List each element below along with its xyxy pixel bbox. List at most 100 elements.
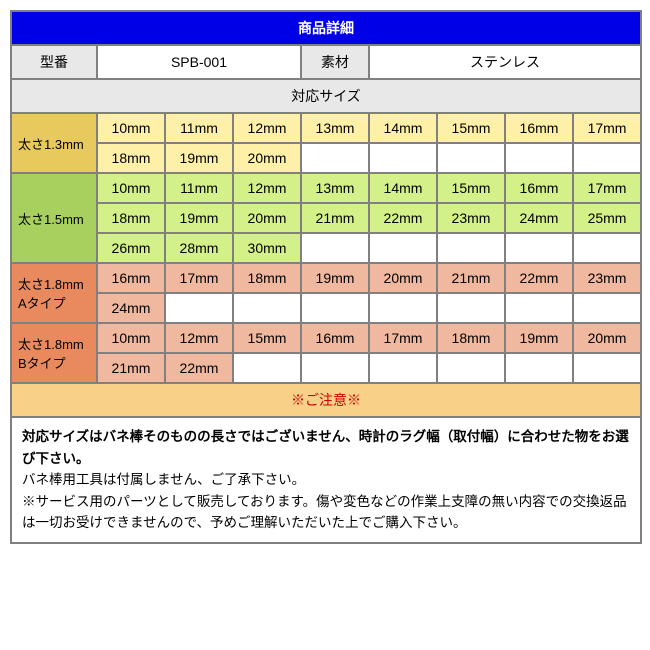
size-cell: 22mm bbox=[505, 263, 573, 293]
size-header: 対応サイズ bbox=[11, 79, 641, 113]
footer-line3: ※サービス用のパーツとして販売しております。傷や変色などの作業上支障の無い内容で… bbox=[22, 494, 627, 531]
row3-label: 太さ1.8mm Aタイプ bbox=[11, 263, 97, 323]
size-cell: 12mm bbox=[233, 113, 301, 143]
empty-cell bbox=[233, 353, 301, 383]
size-row-2b: 18mm 19mm 20mm 21mm 22mm 23mm 24mm 25mm bbox=[11, 203, 641, 233]
size-cell: 11mm bbox=[165, 173, 233, 203]
size-cell: 11mm bbox=[165, 113, 233, 143]
material-label: 素材 bbox=[301, 45, 369, 79]
size-row-1: 太さ1.3mm 10mm 11mm 12mm 13mm 14mm 15mm 16… bbox=[11, 113, 641, 143]
size-cell: 28mm bbox=[165, 233, 233, 263]
size-cell: 30mm bbox=[233, 233, 301, 263]
row1-label: 太さ1.3mm bbox=[11, 113, 97, 173]
size-cell: 16mm bbox=[505, 113, 573, 143]
size-cell: 19mm bbox=[165, 143, 233, 173]
size-cell: 19mm bbox=[505, 323, 573, 353]
footer-row: 対応サイズはバネ棒そのものの長さではございません、時計のラグ幅（取付幅）に合わせ… bbox=[11, 417, 641, 543]
size-cell: 24mm bbox=[505, 203, 573, 233]
size-cell: 10mm bbox=[97, 173, 165, 203]
size-cell: 21mm bbox=[97, 353, 165, 383]
size-cell: 18mm bbox=[437, 323, 505, 353]
size-cell: 13mm bbox=[301, 113, 369, 143]
empty-cell bbox=[505, 293, 573, 323]
size-row-2c: 26mm 28mm 30mm bbox=[11, 233, 641, 263]
empty-cell bbox=[301, 353, 369, 383]
size-cell: 15mm bbox=[437, 173, 505, 203]
size-header-row: 対応サイズ bbox=[11, 79, 641, 113]
size-cell: 18mm bbox=[233, 263, 301, 293]
size-cell: 22mm bbox=[369, 203, 437, 233]
size-cell: 12mm bbox=[165, 323, 233, 353]
empty-cell bbox=[369, 233, 437, 263]
size-row-4b: 21mm 22mm bbox=[11, 353, 641, 383]
empty-cell bbox=[369, 293, 437, 323]
empty-cell bbox=[369, 143, 437, 173]
size-cell: 23mm bbox=[437, 203, 505, 233]
size-row-1b: 18mm 19mm 20mm bbox=[11, 143, 641, 173]
empty-cell bbox=[165, 293, 233, 323]
material-value: ステンレス bbox=[369, 45, 641, 79]
empty-cell bbox=[437, 293, 505, 323]
empty-cell bbox=[505, 353, 573, 383]
row2-label: 太さ1.5mm bbox=[11, 173, 97, 263]
empty-cell bbox=[301, 233, 369, 263]
size-cell: 17mm bbox=[573, 173, 641, 203]
empty-cell bbox=[437, 353, 505, 383]
main-title: 商品詳細 bbox=[11, 11, 641, 45]
footer-line2: バネ棒用工具は付属しません、ご了承下さい。 bbox=[22, 472, 305, 487]
footer-text: 対応サイズはバネ棒そのものの長さではございません、時計のラグ幅（取付幅）に合わせ… bbox=[11, 417, 641, 543]
model-label: 型番 bbox=[11, 45, 97, 79]
size-cell: 14mm bbox=[369, 173, 437, 203]
size-cell: 15mm bbox=[437, 113, 505, 143]
size-cell: 16mm bbox=[301, 323, 369, 353]
size-cell: 20mm bbox=[573, 323, 641, 353]
size-cell: 18mm bbox=[97, 203, 165, 233]
empty-cell bbox=[301, 143, 369, 173]
empty-cell bbox=[437, 143, 505, 173]
size-cell: 25mm bbox=[573, 203, 641, 233]
empty-cell bbox=[573, 293, 641, 323]
notice-text: ※ご注意※ bbox=[291, 392, 361, 408]
size-row-3b: 24mm bbox=[11, 293, 641, 323]
empty-cell bbox=[233, 293, 301, 323]
title-row: 商品詳細 bbox=[11, 11, 641, 45]
footer-bold: 対応サイズはバネ棒そのものの長さではございません、時計のラグ幅（取付幅）に合わせ… bbox=[22, 429, 629, 466]
size-cell: 16mm bbox=[505, 173, 573, 203]
size-cell: 26mm bbox=[97, 233, 165, 263]
size-cell: 10mm bbox=[97, 113, 165, 143]
size-cell: 24mm bbox=[97, 293, 165, 323]
size-cell: 16mm bbox=[97, 263, 165, 293]
size-cell: 10mm bbox=[97, 323, 165, 353]
size-cell: 20mm bbox=[233, 143, 301, 173]
size-cell: 17mm bbox=[165, 263, 233, 293]
size-cell: 21mm bbox=[437, 263, 505, 293]
size-row-2: 太さ1.5mm 10mm 11mm 12mm 13mm 14mm 15mm 16… bbox=[11, 173, 641, 203]
info-row: 型番 SPB-001 素材 ステンレス bbox=[11, 45, 641, 79]
size-cell: 21mm bbox=[301, 203, 369, 233]
size-row-4: 太さ1.8mm Bタイプ 10mm 12mm 15mm 16mm 17mm 18… bbox=[11, 323, 641, 353]
size-cell: 12mm bbox=[233, 173, 301, 203]
size-cell: 22mm bbox=[165, 353, 233, 383]
empty-cell bbox=[573, 233, 641, 263]
size-cell: 23mm bbox=[573, 263, 641, 293]
model-value: SPB-001 bbox=[97, 45, 301, 79]
size-cell: 17mm bbox=[573, 113, 641, 143]
size-cell: 19mm bbox=[301, 263, 369, 293]
empty-cell bbox=[369, 353, 437, 383]
size-cell: 14mm bbox=[369, 113, 437, 143]
empty-cell bbox=[301, 293, 369, 323]
empty-cell bbox=[573, 143, 641, 173]
row4-label: 太さ1.8mm Bタイプ bbox=[11, 323, 97, 383]
size-cell: 19mm bbox=[165, 203, 233, 233]
notice-row: ※ご注意※ bbox=[11, 383, 641, 417]
size-cell: 13mm bbox=[301, 173, 369, 203]
size-row-3: 太さ1.8mm Aタイプ 16mm 17mm 18mm 19mm 20mm 21… bbox=[11, 263, 641, 293]
size-cell: 20mm bbox=[369, 263, 437, 293]
size-cell: 15mm bbox=[233, 323, 301, 353]
product-detail-table: 商品詳細 型番 SPB-001 素材 ステンレス 対応サイズ 太さ1.3mm 1… bbox=[10, 10, 642, 544]
size-cell: 17mm bbox=[369, 323, 437, 353]
size-cell: 20mm bbox=[233, 203, 301, 233]
empty-cell bbox=[505, 143, 573, 173]
size-cell: 18mm bbox=[97, 143, 165, 173]
empty-cell bbox=[505, 233, 573, 263]
